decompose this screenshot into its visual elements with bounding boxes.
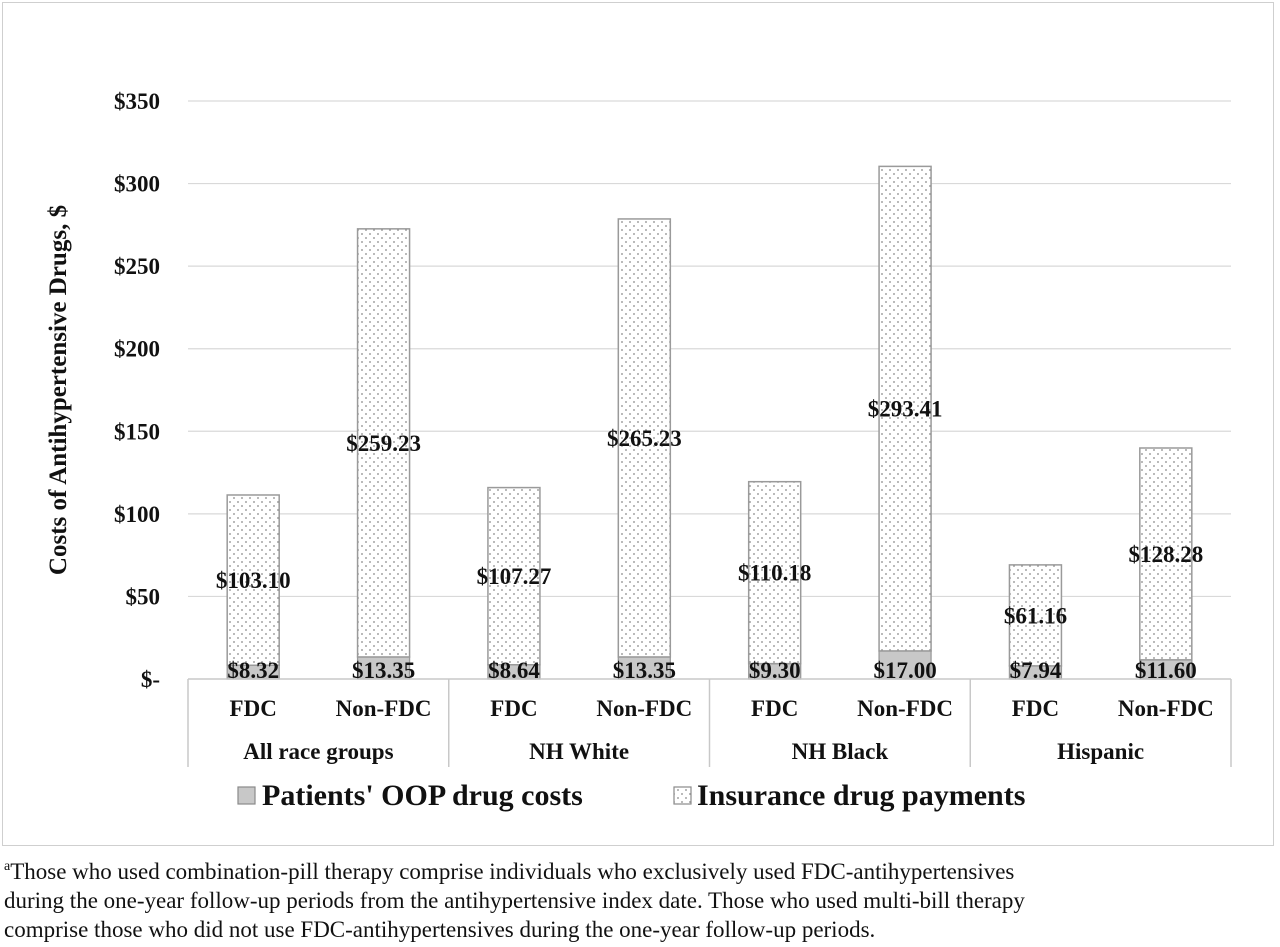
y-axis-title: Costs of Antihypertensive Drugs, $	[45, 205, 72, 575]
bar-insurance	[1008, 564, 1063, 667]
legend-label: Insurance drug payments	[697, 779, 1025, 812]
stacked-bar-chart: $8.32$103.10$13.35$259.23$8.64$107.27$13…	[45, 89, 1232, 812]
data-label-insurance: $259.23	[346, 431, 421, 456]
y-tick-label: $300	[114, 172, 160, 197]
bar-insurance	[617, 218, 672, 658]
x-category-label: FDC	[1012, 696, 1059, 721]
bar-oop	[878, 650, 932, 680]
footnote: aThose who used combination-pill therapy…	[4, 852, 1274, 944]
legend-label: Patients' OOP drug costs	[262, 779, 583, 812]
data-label-insurance: $293.41	[868, 397, 943, 422]
x-group-label: NH Black	[792, 739, 889, 764]
x-category-label: Non-FDC	[857, 696, 953, 721]
x-group-label: Hispanic	[1057, 739, 1144, 764]
data-label-insurance: $128.28	[1128, 542, 1203, 567]
data-label-insurance: $107.27	[477, 564, 552, 589]
bar-insurance	[878, 165, 932, 652]
footnote-marker: a	[4, 859, 11, 874]
y-tick-label: $350	[114, 89, 160, 114]
x-category-label: FDC	[490, 696, 537, 721]
bar-insurance	[747, 480, 802, 665]
x-category-label: FDC	[751, 696, 798, 721]
bar-insurance	[356, 228, 411, 658]
legend-swatch	[237, 786, 256, 805]
bar-insurance	[1139, 447, 1193, 661]
x-category-label: Non-FDC	[1118, 696, 1214, 721]
data-label-insurance: $103.10	[216, 568, 291, 593]
chart-frame	[2, 2, 1274, 846]
data-label-insurance: $110.18	[738, 561, 811, 586]
footnote-text-1: Those who used combination-pill therapy …	[10, 859, 1015, 884]
y-tick-label: $250	[114, 254, 160, 279]
footnote-line: aThose who used combination-pill therapy…	[4, 852, 1274, 886]
y-tick-label: $50	[126, 584, 161, 609]
legend-swatch	[673, 786, 692, 805]
x-category-label: Non-FDC	[336, 696, 432, 721]
x-category-label: Non-FDC	[596, 696, 692, 721]
y-tick-label: $150	[114, 419, 160, 444]
y-tick-label: $100	[114, 502, 160, 527]
x-group-label: All race groups	[243, 739, 393, 764]
footnote-line: comprise those who did not use FDC-antih…	[4, 917, 876, 942]
y-tick-label: $-	[141, 667, 160, 692]
x-group-label: NH White	[529, 739, 629, 764]
data-label-insurance: $265.23	[607, 426, 682, 451]
data-label-insurance: $61.16	[1004, 603, 1067, 628]
bar-insurance	[226, 494, 280, 667]
y-tick-label: $200	[114, 337, 160, 362]
footnote-line: during the one-year follow-up periods fr…	[4, 888, 1025, 913]
x-category-label: FDC	[230, 696, 277, 721]
bar-insurance	[487, 486, 541, 666]
